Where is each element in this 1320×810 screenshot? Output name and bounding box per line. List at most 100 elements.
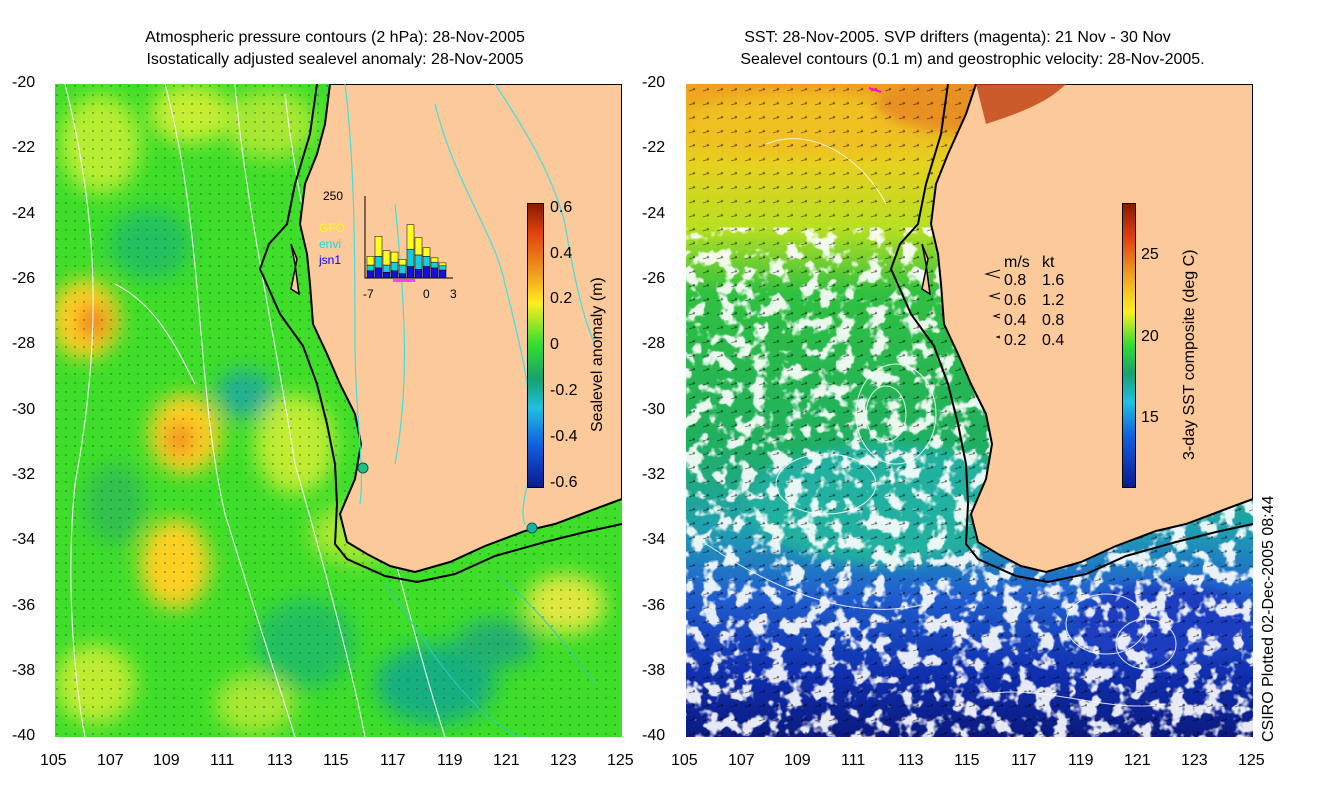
inset-bar-gfo-4 xyxy=(398,259,407,266)
inset-bar-envi-4 xyxy=(398,264,407,274)
inset-bar-gfo-7 xyxy=(422,247,431,257)
left-y-tick-5: -30 xyxy=(12,401,36,418)
left-x-tick-7: 119 xyxy=(437,752,463,769)
right-y-tick-5: -30 xyxy=(642,401,666,418)
left-x-tick-5: 115 xyxy=(323,752,349,769)
inset-bar-jsn1-9 xyxy=(438,269,447,279)
left-y-tick-2: -24 xyxy=(12,205,36,222)
inset-bar-jsn1-2 xyxy=(382,271,391,279)
inset-bar-envi-1 xyxy=(374,256,383,269)
inset-bar-jsn1-3 xyxy=(390,270,399,279)
right-y-tick-7: -34 xyxy=(642,531,666,548)
left-x-tick-3: 111 xyxy=(210,752,235,769)
inset-bar-envi-9 xyxy=(438,265,447,271)
velocity-row-1-ms: 0.6 xyxy=(1004,292,1027,309)
sla-tick-2: 0.2 xyxy=(550,290,573,307)
csiro-credit: CSIRO Plotted 02-Dec-2005 08:44 xyxy=(1260,495,1277,742)
sst-tick-2: 15 xyxy=(1141,409,1159,426)
left-x-tick-4: 113 xyxy=(267,752,293,769)
left-y-tick-7: -34 xyxy=(12,531,36,548)
right-y-tick-9: -38 xyxy=(642,662,666,679)
right-y-tick-4: -28 xyxy=(642,335,666,352)
left-y-tick-6: -32 xyxy=(12,466,36,483)
inset-bar-gfo-3 xyxy=(390,251,399,263)
sealevel-colorbar xyxy=(527,203,544,488)
right-x-tick-1: 107 xyxy=(728,752,755,769)
inset-bar-jsn1-7 xyxy=(422,266,431,279)
right-y-tick-10: -40 xyxy=(642,727,666,744)
right-y-tick-6: -32 xyxy=(642,466,666,483)
right-y-tick-0: -20 xyxy=(642,74,666,91)
velocity-row-1-kt: 1.2 xyxy=(1042,292,1065,309)
right-x-tick-7: 119 xyxy=(1068,752,1094,769)
left-x-tick-10: 125 xyxy=(607,752,634,769)
sst-colorbar xyxy=(1122,203,1136,488)
left-x-tick-1: 107 xyxy=(97,752,124,769)
right-y-tick-1: -22 xyxy=(642,139,666,156)
inset-bar-envi-5 xyxy=(406,248,415,267)
left-x-tick-2: 109 xyxy=(153,752,180,769)
sla-tick-3: 0 xyxy=(550,336,559,353)
inset-bar-gfo-9 xyxy=(438,262,447,267)
inset-bar-gfo-2 xyxy=(382,250,391,266)
right-y-tick-2: -24 xyxy=(642,205,666,222)
right-x-tick-4: 113 xyxy=(898,752,924,769)
inset-x-label-1: 0 xyxy=(423,287,430,301)
left-y-tick-1: -22 xyxy=(12,139,36,156)
sla-tick-4: -0.2 xyxy=(550,382,578,399)
left-y-tick-9: -38 xyxy=(12,662,36,679)
inset-bar-envi-6 xyxy=(414,254,423,270)
sealevel-colorbar-label: Sealevel anomaly (m) xyxy=(589,277,606,432)
left-x-tick-8: 121 xyxy=(493,752,520,769)
right-title-line2: Sealevel contours (0.1 m) and geostrophi… xyxy=(740,51,1205,68)
right-x-tick-3: 111 xyxy=(841,752,866,769)
inset-bar-gfo-1 xyxy=(374,235,383,257)
right-y-tick-3: -26 xyxy=(642,270,666,287)
inset-bar-envi-2 xyxy=(382,264,391,273)
left-title-line1: Atmospheric pressure contours (2 hPa): 2… xyxy=(145,29,525,46)
right-y-tick-8: -36 xyxy=(642,597,666,614)
sst-tick-1: 20 xyxy=(1141,328,1159,345)
velocity-row-0-kt: 1.6 xyxy=(1042,272,1065,289)
left-y-tick-10: -40 xyxy=(12,727,36,744)
australia-landmass-sst xyxy=(929,84,1253,574)
sst-map xyxy=(686,84,1253,737)
inset-bar-jsn1-6 xyxy=(414,269,423,279)
right-x-tick-9: 123 xyxy=(1181,752,1208,769)
inset-bar-envi-8 xyxy=(430,261,439,269)
sla-tick-1: 0.4 xyxy=(550,245,573,262)
right-title-line1: SST: 28-Nov-2005. SVP drifters (magenta)… xyxy=(744,29,1171,46)
inset-drifter-window xyxy=(393,279,415,282)
left-y-tick-4: -28 xyxy=(12,335,36,352)
inset-bar-gfo-0 xyxy=(366,256,375,266)
inset-sat-gfo: GFO xyxy=(319,221,345,235)
australia-landmass xyxy=(298,84,622,574)
sst-tick-0: 25 xyxy=(1141,246,1159,263)
left-x-tick-9: 123 xyxy=(550,752,577,769)
right-x-tick-6: 117 xyxy=(1011,752,1037,769)
right-x-tick-5: 115 xyxy=(954,752,980,769)
right-x-tick-8: 121 xyxy=(1124,752,1151,769)
velocity-legend: m/s kt 0.8 1.6 0.6 1.2 0.4 0.8 0.2 0.4 xyxy=(982,254,1072,354)
inset-bar-envi-7 xyxy=(422,256,431,267)
inset-bar-gfo-8 xyxy=(430,257,439,263)
inset-bar-jsn1-5 xyxy=(406,266,415,279)
velocity-row-3-ms: 0.2 xyxy=(1004,332,1027,349)
inset-histogram xyxy=(364,196,453,282)
inset-bar-jsn1-0 xyxy=(366,270,375,279)
right-x-tick-2: 109 xyxy=(784,752,811,769)
right-x-tick-10: 125 xyxy=(1238,752,1265,769)
inset-bar-gfo-5 xyxy=(406,224,415,250)
right-x-tick-0: 105 xyxy=(671,752,698,769)
sst-svg xyxy=(686,84,1253,737)
velocity-row-2-ms: 0.4 xyxy=(1004,312,1027,329)
satellite-count-inset: 250 GFO envi jsn1 -7 0 3 xyxy=(315,188,465,303)
velocity-legend-ms-header: m/s xyxy=(1004,254,1030,271)
velocity-row-3-kt: 0.4 xyxy=(1042,332,1065,349)
inset-x-label-2: 3 xyxy=(450,287,457,301)
velocity-legend-kt-header: kt xyxy=(1042,254,1055,271)
left-y-tick-8: -36 xyxy=(12,597,36,614)
inset-bar-gfo-6 xyxy=(414,237,423,256)
inset-bar-jsn1-8 xyxy=(430,267,439,279)
inset-bar-envi-0 xyxy=(366,264,375,272)
